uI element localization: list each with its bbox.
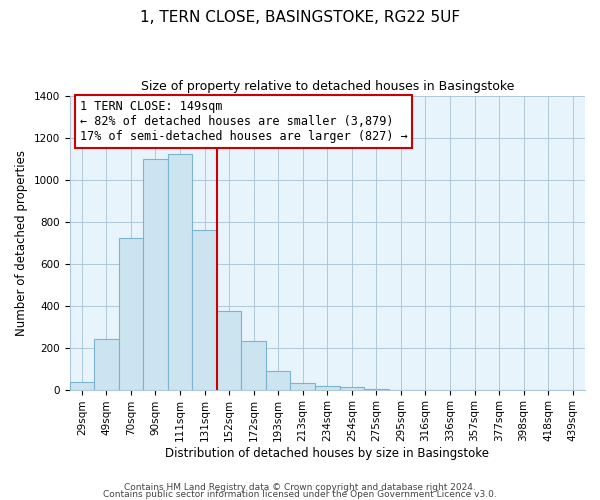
- X-axis label: Distribution of detached houses by size in Basingstoke: Distribution of detached houses by size …: [165, 447, 489, 460]
- Bar: [217, 311, 241, 390]
- Bar: [315, 386, 340, 390]
- Bar: [364, 388, 389, 390]
- Bar: [119, 238, 143, 390]
- Bar: [192, 230, 217, 390]
- Text: 1 TERN CLOSE: 149sqm
← 82% of detached houses are smaller (3,879)
17% of semi-de: 1 TERN CLOSE: 149sqm ← 82% of detached h…: [80, 100, 407, 143]
- Bar: [143, 158, 168, 390]
- Title: Size of property relative to detached houses in Basingstoke: Size of property relative to detached ho…: [140, 80, 514, 93]
- Text: 1, TERN CLOSE, BASINGSTOKE, RG22 5UF: 1, TERN CLOSE, BASINGSTOKE, RG22 5UF: [140, 10, 460, 25]
- Bar: [241, 342, 266, 390]
- Bar: [70, 382, 94, 390]
- Bar: [266, 370, 290, 390]
- Bar: [168, 154, 192, 390]
- Bar: [94, 339, 119, 390]
- Text: Contains public sector information licensed under the Open Government Licence v3: Contains public sector information licen…: [103, 490, 497, 499]
- Text: Contains HM Land Registry data © Crown copyright and database right 2024.: Contains HM Land Registry data © Crown c…: [124, 484, 476, 492]
- Bar: [290, 384, 315, 390]
- Y-axis label: Number of detached properties: Number of detached properties: [15, 150, 28, 336]
- Bar: [340, 388, 364, 390]
